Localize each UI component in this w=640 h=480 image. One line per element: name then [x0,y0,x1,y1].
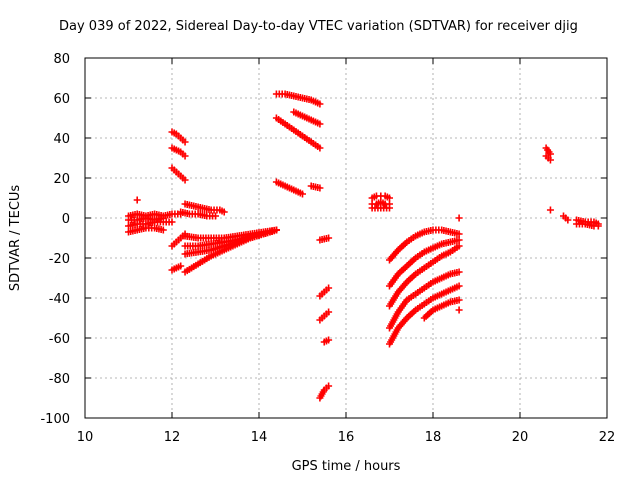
data-point [386,194,393,202]
y-tick-label-4: -20 [49,252,70,267]
data-segment-7 [168,164,189,184]
data-point [546,150,554,158]
data-segment-35 [455,214,463,222]
data-segment-18 [290,108,324,128]
data-point [325,308,333,316]
data-segment-30 [386,236,463,290]
data-point [316,120,324,128]
y-tick-label-9: 80 [53,52,70,67]
data-point [455,296,463,304]
data-point [316,184,324,192]
data-segment-21 [316,234,333,244]
data-segment-38 [542,152,554,164]
data-segment-29 [386,226,463,264]
data-point [177,262,185,270]
x-tick-label-1: 12 [164,430,181,445]
data-point [594,222,602,230]
data-segment-42 [573,220,602,230]
data-point [325,336,333,344]
data-segment-33 [386,282,463,348]
data-segment-6 [168,144,189,160]
data-point [316,144,324,152]
x-tick-label-0: 10 [77,430,94,445]
data-point [168,218,176,226]
data-point [455,214,463,222]
data-segment-8 [181,200,228,216]
x-tick-label-5: 20 [512,430,529,445]
data-point [455,230,463,238]
data-segment-9 [177,208,219,220]
data-point [181,152,189,160]
y-tick-label-7: 40 [53,132,70,147]
data-point [455,268,463,276]
data-point [181,138,189,146]
tick-labels: 10 12 14 16 18 20 22 -100 -80 -60 -40 -20 0 20 40 60 80 [40,52,615,445]
data-segment-16 [272,90,324,108]
x-tick-label-4: 18 [425,430,442,445]
data-segment-40 [560,212,572,224]
data-segment-15 [181,226,280,276]
y-tick-label-5: 0 [62,212,70,227]
data-point [316,100,324,108]
data-segment-36 [455,306,463,314]
data-segment-23 [316,308,333,324]
data-point [181,176,189,184]
x-tick-label-2: 14 [251,430,268,445]
data-segment-20 [307,182,324,192]
data-point [272,226,280,234]
data-point [299,190,306,198]
data-segment-4 [133,196,141,204]
y-tick-label-8: 60 [53,92,70,107]
plot-frame [84,57,608,419]
data-point [159,226,167,234]
data-segment-32 [386,268,463,332]
data-segment-3 [125,224,167,236]
y-tick-label-6: 20 [53,172,70,187]
data-segment-24 [320,336,333,346]
data-point [212,212,219,220]
data-point [546,156,554,164]
data-segment-28 [368,204,393,212]
data-point [546,206,554,214]
y-tick-label-0: -100 [40,412,70,427]
chart-title: Day 039 of 2022, Sidereal Day-to-day VTE… [59,19,578,34]
data-point [325,234,333,242]
data-point [325,284,333,292]
data-segment-25 [316,382,333,402]
data-point [386,204,393,212]
data-segment-17 [272,114,324,152]
y-tick-label-1: -80 [49,372,70,387]
data-point [133,196,141,204]
data-segment-22 [316,284,333,300]
y-tick-label-3: -40 [49,292,70,307]
data-points [125,90,602,402]
data-point [455,282,463,290]
data-segment-5 [168,128,189,146]
data-segment-19 [272,178,306,198]
data-segment-26 [368,192,393,202]
data-segment-10 [168,262,185,274]
data-segment-31 [386,242,463,310]
x-tick-label-6: 22 [599,430,616,445]
data-segment-37 [542,144,554,158]
data-point [455,306,463,314]
data-point [455,236,463,244]
data-point [455,242,463,250]
data-segment-39 [546,206,554,214]
data-segment-34 [420,296,463,322]
x-tick-label-3: 16 [338,430,355,445]
y-axis-label: SDTVAR / TECUs [8,185,23,292]
data-point [220,208,228,216]
x-axis-label: GPS time / hours [292,459,401,474]
data-point [564,216,572,224]
data-point [325,382,333,390]
y-tick-label-2: -60 [49,332,70,347]
